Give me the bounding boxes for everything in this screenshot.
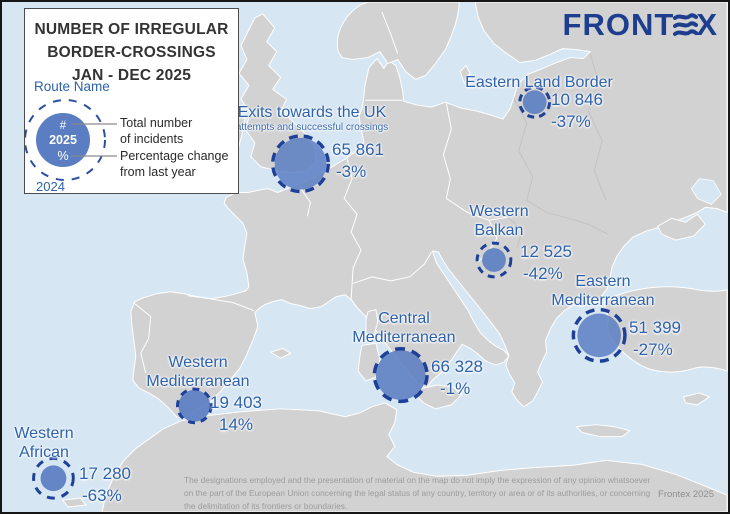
sea-of-azov — [690, 178, 722, 205]
route-total: 10 846 — [551, 90, 603, 109]
route-value-western-mediterranean: 19 403 14% — [210, 393, 262, 435]
route-value-western-balkan: 12 525 -42% — [520, 242, 572, 284]
frontex-wave-e-icon — [673, 13, 699, 36]
crete — [575, 424, 631, 438]
legend-total-caption-1: Total number — [120, 116, 193, 130]
legend-number-symbol: # — [60, 120, 67, 132]
marker-central-mediterranean — [372, 347, 429, 404]
crimea — [657, 213, 706, 241]
balearics — [270, 347, 292, 359]
route-label-western-african: Western African — [14, 425, 74, 461]
canary-sliver — [61, 497, 87, 508]
legend-2025-circle — [36, 113, 90, 167]
north-africa — [101, 402, 728, 512]
marker-exits-uk — [270, 134, 331, 194]
legend-year-2025: 2025 — [49, 133, 77, 147]
route-markers — [32, 85, 627, 500]
disclaimer-line-1: The designations employed and the presen… — [184, 475, 651, 485]
route-total: 19 403 — [210, 393, 262, 412]
map-disclaimer: The designations employed and the presen… — [184, 474, 651, 512]
route-label-western-mediterranean: Western Mediterranean — [146, 354, 250, 390]
route-label-eastern-mediterranean: Eastern Mediterranean — [551, 273, 655, 309]
legend-marker-diagram: # 2025 % — [25, 99, 117, 181]
route-change: -1% — [440, 379, 471, 398]
route-change: -3% — [336, 162, 367, 181]
frontex-logo: FRONT X — [563, 7, 718, 43]
route-change: -27% — [633, 340, 673, 359]
legend-total-caption-2: of incidents — [120, 132, 184, 146]
cyprus — [683, 392, 710, 406]
route-total: 12 525 — [520, 242, 572, 261]
logo-text-front: FRONT — [562, 7, 675, 42]
route-value-eastern-mediterranean: 51 399 -27% — [629, 318, 681, 360]
legend-2024-label: 2024 — [36, 179, 65, 194]
route-change: -63% — [82, 486, 122, 505]
route-label-western-balkan: Western Balkan — [469, 203, 529, 239]
route-change: -42% — [523, 264, 563, 283]
interior-seas — [690, 178, 722, 205]
route-subtitle-exits-uk: attempts and successful crossings — [235, 122, 389, 133]
legend-route-name-label: Route Name — [34, 79, 110, 94]
route-value-exits-uk: 65 861 -3% — [332, 140, 384, 182]
non-eu-borders — [507, 53, 609, 249]
marker-western-balkan — [475, 241, 513, 279]
title-line-1: NUMBER OF IRREGULAR — [34, 21, 229, 38]
continent — [130, 2, 728, 420]
map-title: NUMBER OF IRREGULAR BORDER-CROSSINGS JAN… — [25, 9, 238, 87]
route-change: -37% — [551, 112, 591, 131]
disclaimer-line-2: on the part of the European Union concer… — [184, 488, 651, 498]
marker-eastern-land-border — [518, 85, 552, 119]
route-change: 14% — [219, 415, 254, 434]
country-borders — [134, 11, 508, 374]
marker-western-african — [32, 456, 75, 500]
route-value-western-african: 17 280 -63% — [79, 464, 131, 506]
title-line-3: JAN - DEC 2025 — [71, 67, 192, 84]
route-total: 51 399 — [629, 318, 681, 337]
disclaimer-line-3: the delimitation of its frontiers or bou… — [184, 501, 348, 511]
legend-percent-symbol: % — [57, 149, 68, 163]
route-label-central-mediterranean: Central Mediterranean — [352, 310, 456, 346]
marker-western-mediterranean — [175, 387, 213, 425]
route-value-central-mediterranean: 66 328 -1% — [431, 357, 483, 399]
frontex-credit: Frontex 2025 — [658, 489, 714, 500]
sicily — [415, 384, 462, 410]
route-total: 66 328 — [431, 357, 483, 376]
title-line-2: BORDER-CROSSINGS — [47, 44, 216, 61]
title-legend-box: NUMBER OF IRREGULAR BORDER-CROSSINGS JAN… — [24, 8, 239, 194]
legend-2024-ring — [25, 99, 106, 181]
logo-text-x: X — [696, 7, 718, 42]
route-total: 65 861 — [332, 140, 384, 159]
marker-eastern-mediterranean — [571, 307, 627, 363]
route-value-eastern-land-border: 10 846 -37% — [551, 90, 603, 132]
legend-change-caption-1: Percentage change — [120, 149, 229, 163]
scandinavia — [336, 2, 460, 80]
legend-change-caption-2: from last year — [120, 165, 196, 179]
gotland — [459, 65, 471, 84]
route-label-eastern-land-border: Eastern Land Border — [465, 74, 613, 91]
corsica — [365, 309, 379, 336]
route-total: 17 280 — [79, 464, 131, 483]
landmasses — [61, 2, 728, 512]
route-label-exits-uk: Exits towards the UK attempts and succes… — [227, 103, 397, 134]
